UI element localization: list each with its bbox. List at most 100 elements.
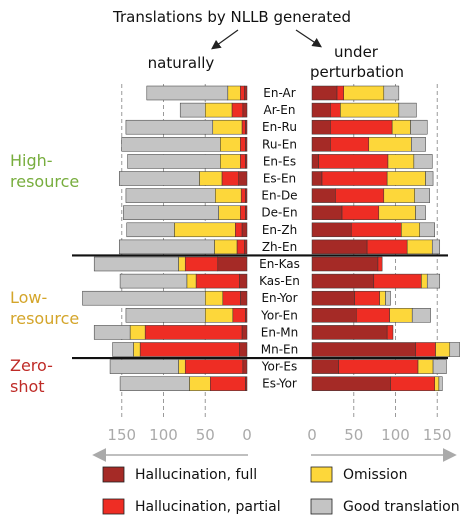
bar-perturbation-yor-en-hallucination-full [311,308,357,323]
pair-label-yor-en: Yor-En [260,308,298,322]
group-label-low-resource-line-1: Low- [10,288,47,307]
bar-perturbation-es-yor-good [438,376,443,391]
bar-perturbation-yor-es-good [432,359,447,374]
bar-perturbation-yor-en-good [411,308,431,323]
bar-perturbation-ar-en-hallucination-partial [330,102,341,118]
bar-perturbation-mn-en-hallucination-full [311,342,416,357]
bar-perturbation-en-ar-omission [343,85,385,101]
bar-natural-en-zh-hallucination-partial [235,222,243,238]
legend-label-good-translation: Good translation [343,499,460,515]
bar-perturbation-ru-en-good [411,137,426,152]
bar-natural-en-yor-omission [205,290,224,306]
bar-perturbation-en-yor-omission [379,290,386,306]
bar-perturbation-en-mn-hallucination-partial [386,325,394,340]
bar-perturbation-en-de-hallucination-full [311,188,336,203]
legend: Hallucination, full Hallucination, parti… [102,466,460,515]
bar-perturbation-en-yor-good [385,290,391,306]
bar-perturbation-de-en-omission [378,205,416,220]
bar-natural-ar-en-hallucination-full [242,102,248,118]
bar-perturbation-es-yor-omission [434,376,440,391]
bar-natural-ru-en-hallucination-partial [240,137,246,152]
bar-natural-en-kas-omission [178,256,186,272]
resource-group-labels: High-resource Low-resource Zero-shot [10,151,79,396]
bar-perturbation-zh-en-hallucination-full [311,239,368,255]
bar-natural-yor-en-omission [205,308,234,323]
bar-natural-en-es-hallucination-partial [240,154,246,169]
legend-label-omission: Omission [343,467,407,483]
right-bars-perturbation [311,85,460,391]
pair-label-en-zh: En-Zh [262,223,297,237]
bar-natural-yor-es-hallucination-full [242,359,248,374]
left-tick-label-100: 100 [149,426,178,444]
bar-natural-zh-en-hallucination-full [244,239,248,255]
legend-swatch-good-translation [310,498,333,515]
bar-natural-es-en-good [118,171,200,186]
legend-label-hallucination-partial: Hallucination, partial [135,499,281,515]
bar-natural-en-mn-omission [129,325,146,340]
left-tick-label-0: 0 [242,426,252,444]
bar-natural-ar-en-good [179,102,206,118]
bar-perturbation-ar-en-good [398,102,417,118]
bar-perturbation-en-ru-omission [391,119,411,135]
bar-natural-yor-es-hallucination-partial [184,359,244,374]
bar-perturbation-ru-en-omission [368,137,412,152]
bar-natural-en-de-hallucination-partial [240,188,246,203]
bar-perturbation-en-zh-omission [401,222,420,238]
right-x-axis: 0 50 100 150 [307,426,457,462]
bar-perturbation-es-yor-hallucination-partial [390,376,435,391]
bar-natural-kas-en-omission [186,273,197,289]
bar-perturbation-en-ar-hallucination-partial [336,85,344,101]
bar-natural-kas-en-good [119,273,188,289]
bar-perturbation-en-es-good [413,154,433,169]
language-pair-labels: En-Ar Ar-En En-Ru Ru-En En-Es Es-En En-De De-En… [259,86,300,391]
bar-natural-de-en-good [123,205,219,220]
bar-perturbation-es-en-omission [386,171,426,186]
right-panel-label-line-1: under [334,43,379,61]
bar-perturbation-en-es-hallucination-partial [318,154,389,169]
bar-natural-en-kas-good [93,256,179,272]
bar-natural-en-yor-hallucination-full [240,290,248,306]
pair-label-en-es: En-Es [263,154,296,168]
bar-perturbation-en-zh-good [419,222,435,238]
bar-natural-de-en-omission [218,205,241,220]
right-tick-label-150: 150 [423,426,452,444]
bar-natural-yor-en-hallucination-full [245,308,248,323]
bar-perturbation-es-yor-hallucination-full [311,376,391,391]
bar-perturbation-kas-en-good [426,273,441,289]
bar-natural-en-ar-hallucination-partial [240,85,245,101]
bar-natural-yor-es-omission [178,359,186,374]
bar-natural-de-en-hallucination-full [245,205,248,220]
bar-natural-en-de-good [125,188,216,203]
left-panel-label: naturally [148,54,215,72]
bar-natural-mn-en-hallucination-full [239,342,248,357]
bar-perturbation-de-en-hallucination-full [311,205,343,220]
bar-natural-en-es-omission [220,154,241,169]
bar-perturbation-es-en-hallucination-full [311,171,323,186]
pair-label-ru-en: Ru-En [262,137,297,151]
bar-natural-es-yor-good [119,376,190,391]
bar-natural-en-ru-omission [212,119,243,135]
pair-label-es-yor: Es-Yor [262,377,297,391]
bar-perturbation-yor-es-omission [417,359,434,374]
bar-natural-en-de-omission [215,188,242,203]
bar-natural-zh-en-omission [214,239,238,255]
bar-natural-yor-es-good [109,359,179,374]
bar-natural-en-ar-good [146,85,229,101]
pair-label-kas-en: Kas-En [259,274,300,288]
bar-perturbation-kas-en-hallucination-full [311,273,375,289]
bar-natural-en-kas-hallucination-full [217,256,248,272]
bar-natural-es-yor-omission [189,376,211,391]
bar-natural-mn-en-hallucination-partial [139,342,240,357]
bar-perturbation-kas-en-hallucination-partial [373,273,422,289]
bar-natural-yor-en-hallucination-partial [232,308,246,323]
pair-label-en-kas: En-Kas [259,257,300,271]
bar-perturbation-en-ru-good [410,119,428,135]
bar-perturbation-mn-en-good [449,342,460,357]
bar-perturbation-en-kas-hallucination-full [311,256,379,272]
bar-perturbation-mn-en-omission [435,342,451,357]
bar-perturbation-en-ar-hallucination-full [311,85,338,101]
bar-perturbation-en-es-omission [387,154,415,169]
bar-natural-es-yor-hallucination-partial [210,376,246,391]
bar-natural-en-zh-omission [174,222,236,238]
legend-item-hallucination-partial: Hallucination, partial [102,498,281,515]
